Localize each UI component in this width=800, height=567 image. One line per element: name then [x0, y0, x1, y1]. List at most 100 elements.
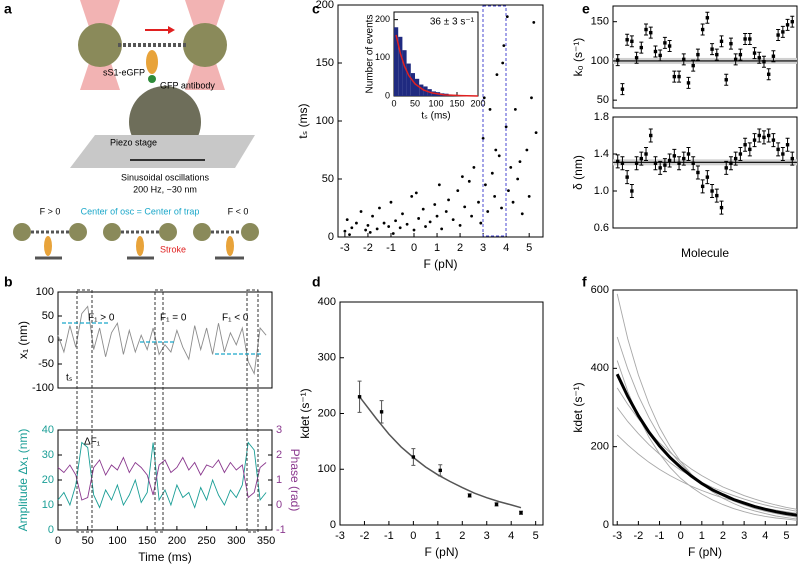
y-tick-label: 0	[330, 519, 336, 531]
plot-frame	[612, 5, 798, 109]
data-point	[667, 44, 672, 48]
scatter-point	[488, 108, 492, 111]
panel-a-diagram: sS1-eGFP GFP antibody Piezo stage Sinuso…	[13, 0, 259, 260]
gfp	[148, 75, 156, 83]
scatter-point	[366, 224, 370, 227]
scatter-point	[378, 206, 381, 210]
label: F < 0	[228, 206, 249, 216]
data-point	[790, 156, 794, 161]
plot-frame	[339, 301, 544, 526]
label: Stroke	[160, 244, 186, 254]
data-point	[639, 156, 644, 161]
x-tick-label: 100	[108, 535, 126, 547]
x-tick-label: 50	[410, 98, 420, 108]
panel-label: e	[582, 1, 590, 17]
data-point	[696, 52, 700, 57]
x-tick-label: 1	[699, 530, 705, 542]
line-series	[57, 305, 267, 376]
x-tick-label: -2	[363, 242, 373, 254]
data-point	[776, 147, 780, 152]
y2-tick-label: 2	[276, 449, 282, 461]
label: Center of osc = Center of trap	[81, 206, 200, 216]
data-point	[729, 161, 733, 165]
plot-frame	[57, 291, 273, 389]
line-series	[57, 456, 267, 501]
histogram-bar	[419, 84, 424, 96]
panel-label: f	[582, 274, 587, 290]
scatter-point	[477, 200, 480, 204]
data-point	[700, 184, 705, 189]
data-point	[766, 133, 771, 138]
x-tick-label: 3	[741, 530, 747, 542]
data-point	[691, 63, 695, 68]
data-point	[752, 138, 757, 142]
data-point	[616, 58, 620, 62]
scatter-point	[435, 214, 439, 218]
data-point	[705, 16, 710, 20]
y-axis-label: x₁ (nm)	[16, 321, 30, 359]
scatter-point	[484, 183, 487, 187]
y-tick-label: 1.8	[594, 111, 609, 123]
label: GFP antibody	[160, 80, 215, 90]
scatter-point	[525, 148, 529, 152]
x-tick-label: 5	[526, 242, 532, 254]
plot-frame	[612, 116, 798, 229]
y-tick-label: 0	[328, 231, 334, 243]
data-point	[686, 152, 691, 156]
y2-tick-label: -1	[276, 524, 286, 536]
y-tick-label: 20	[42, 474, 54, 486]
x-tick-label: 300	[227, 535, 245, 547]
y-tick-label: 600	[591, 284, 609, 296]
data-point	[672, 154, 677, 158]
data-point	[663, 41, 667, 45]
scatter-point	[355, 221, 358, 225]
data-point	[686, 81, 691, 85]
event-box	[76, 289, 93, 533]
scatter-point	[470, 214, 473, 218]
scatter-point	[394, 219, 397, 223]
line-series	[57, 441, 267, 509]
y-tick-label: 0	[603, 519, 609, 531]
highlight-box	[482, 5, 507, 237]
data-point	[738, 152, 743, 156]
x-tick-label: -1	[384, 530, 394, 542]
scatter-point	[417, 217, 421, 220]
data-point	[762, 60, 766, 64]
scatter-point	[433, 203, 437, 206]
label: Sinusoidal oscillations	[121, 172, 210, 182]
label: F > 0	[40, 206, 61, 216]
scatter-point	[405, 222, 409, 226]
histogram-bar	[406, 63, 411, 96]
scatter-point	[516, 177, 520, 181]
scatter-point	[494, 148, 498, 152]
x-tick-label: 0	[391, 98, 396, 108]
scatter-point	[505, 15, 509, 18]
data-point	[379, 410, 384, 414]
data-point	[682, 156, 686, 161]
x-tick-label: 4	[762, 530, 768, 542]
scatter-point	[364, 228, 368, 232]
data-point	[649, 133, 653, 138]
y2-axis-label: Phase (rad)	[288, 449, 302, 512]
data-point	[762, 135, 766, 140]
scatter-point	[534, 131, 538, 135]
line-series	[615, 373, 798, 517]
panel-label: a	[4, 1, 12, 17]
y-tick-label: 10	[42, 499, 54, 511]
y-tick-label: 150	[591, 16, 609, 28]
label: 200 Hz, ~30 nm	[133, 184, 197, 194]
scatter-point	[507, 189, 510, 193]
data-point	[710, 47, 714, 51]
scatter-point	[414, 191, 418, 195]
data-point	[748, 147, 752, 152]
event-box	[246, 289, 259, 533]
scatter-point	[502, 44, 506, 47]
scatter-point	[387, 225, 391, 228]
data-point	[724, 78, 728, 82]
schematic-row	[13, 223, 259, 260]
histogram-bar	[402, 50, 407, 96]
scatter-point	[458, 224, 462, 227]
y-tick-label: 0.6	[594, 222, 609, 234]
scatter-point	[456, 189, 460, 193]
y-tick-label: 100	[591, 55, 609, 67]
